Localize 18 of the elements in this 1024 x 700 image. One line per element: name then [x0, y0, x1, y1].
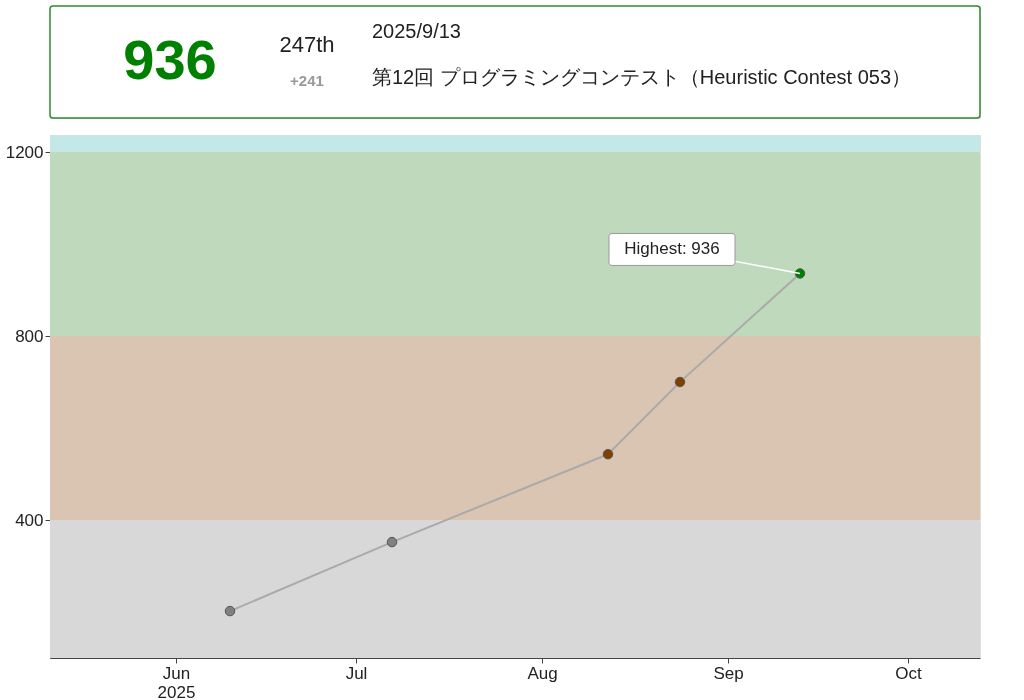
x-tick-label: Aug [527, 663, 558, 683]
x-tick-label: Jul [345, 663, 368, 683]
text: 第12回 プログラミングコンテスト（Heuristic Contest 053） [372, 66, 912, 88]
point [386, 536, 398, 548]
text: 936 [123, 28, 217, 91]
y-tick-label: 1200 [5, 142, 44, 162]
point [224, 605, 236, 617]
x-tick-label: Sep [713, 663, 744, 683]
x-tick-label: Jun 2025 [157, 663, 196, 700]
text: 2025/9/13 [372, 20, 461, 42]
y-tick-label: 400 [15, 510, 44, 530]
text: +241 [290, 72, 324, 89]
point [674, 376, 686, 388]
x-tick-label: Oct [895, 663, 922, 683]
point [602, 448, 614, 460]
text: 247th [279, 32, 335, 57]
annotation: Highest: 936 [624, 239, 720, 259]
y-tick-label: 800 [15, 326, 44, 346]
